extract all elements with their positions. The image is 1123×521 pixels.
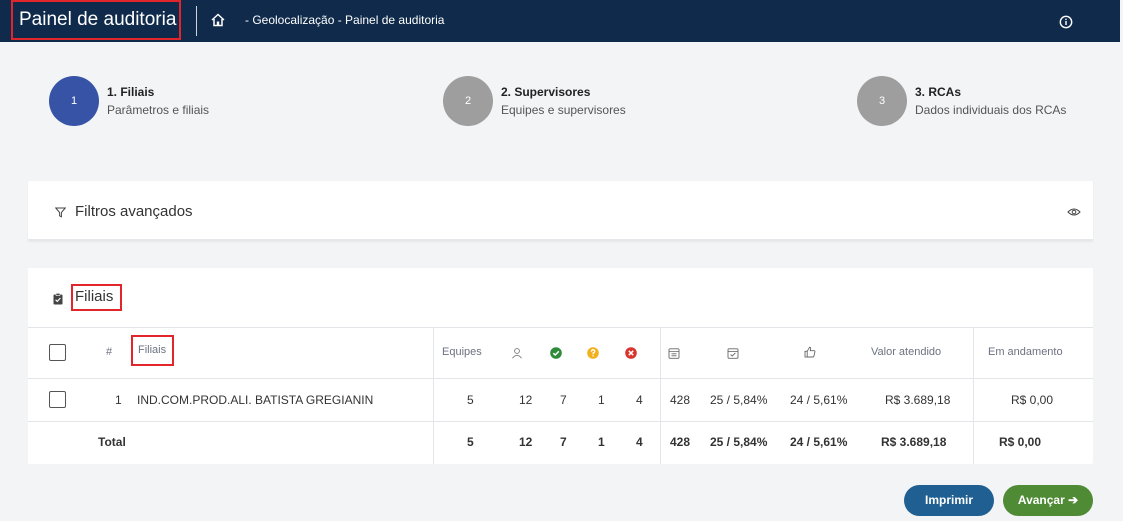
total-error: 4 <box>636 435 643 449</box>
thumbs-up-icon <box>804 346 816 358</box>
calendar-check-value: 25 / 5,84% <box>710 393 768 407</box>
step-number-3: 3 <box>857 76 907 126</box>
filiais-panel: Filiais # Filiais Equipes <box>28 268 1093 464</box>
app-title: Painel de auditoria <box>11 0 181 40</box>
column-header-em-andamento[interactable]: Em andamento <box>988 346 1063 358</box>
em-andamento-value: R$ 0,00 <box>1011 393 1054 407</box>
total-thumbs-up: 24 / 5,61% <box>790 435 848 449</box>
warning-value: 1 <box>598 393 605 407</box>
error-circle-icon <box>625 347 637 359</box>
valor-atendido-value: R$ 3.689,18 <box>885 393 951 407</box>
calendar-value: 428 <box>670 393 691 407</box>
question-circle-icon <box>587 347 599 359</box>
equipes-value: 5 <box>467 393 474 407</box>
calendar-icon <box>668 348 680 359</box>
total-valor-atendido: R$ 3.689,18 <box>881 435 947 449</box>
row-number: 1 <box>115 393 122 407</box>
person-icon <box>512 348 522 359</box>
header-divider <box>196 6 197 36</box>
column-header-number: # <box>106 346 113 358</box>
table-divider <box>28 421 1093 422</box>
check-circle-icon <box>550 347 562 359</box>
total-em-andamento: R$ 0,00 <box>999 435 1042 449</box>
step-title: 1. Filiais <box>107 85 155 99</box>
advanced-filters-panel[interactable]: Filtros avançados <box>28 181 1093 241</box>
table-divider <box>28 327 1093 328</box>
column-divider <box>660 327 661 464</box>
people-value: 12 <box>519 393 533 407</box>
filial-name: IND.COM.PROD.ALI. BATISTA GREGIANIN <box>137 393 374 407</box>
thumbs-up-value: 24 / 5,61% <box>790 393 848 407</box>
total-label: Total <box>98 435 126 449</box>
step-number-1: 1 <box>49 76 99 126</box>
column-header-valor-atendido[interactable]: Valor atendido <box>871 346 942 358</box>
top-bar: Painel de auditoria - Geolocalização - P… <box>0 0 1120 42</box>
total-warning: 1 <box>598 435 605 449</box>
eye-icon[interactable] <box>1067 207 1081 217</box>
total-ok: 7 <box>560 435 567 449</box>
total-equipes: 5 <box>467 435 474 449</box>
step-number-2: 2 <box>443 76 493 126</box>
column-header-equipes[interactable]: Equipes <box>442 346 482 358</box>
select-all-checkbox[interactable] <box>49 344 66 361</box>
step-title: 2. Supervisores <box>501 85 591 99</box>
next-button[interactable]: Avançar ➔ <box>1003 485 1093 516</box>
advanced-filters-label: Filtros avançados <box>75 203 193 220</box>
ok-value: 7 <box>560 393 567 407</box>
step-subtitle: Parâmetros e filiais <box>107 103 210 117</box>
breadcrumb[interactable]: - Geolocalização - Painel de auditoria <box>245 13 445 27</box>
error-value: 4 <box>636 393 643 407</box>
filiais-panel-title: Filiais <box>71 284 122 311</box>
filter-icon <box>55 207 66 218</box>
column-header-filiais[interactable]: Filiais <box>131 335 174 366</box>
table-divider <box>28 378 1093 379</box>
column-divider <box>973 327 974 464</box>
calendar-check-icon <box>727 348 739 359</box>
total-calendar-check: 25 / 5,84% <box>710 435 768 449</box>
clipboard-check-icon <box>53 293 63 305</box>
step-title: 3. RCAs <box>915 85 962 99</box>
print-button[interactable]: Imprimir <box>904 485 994 516</box>
step-subtitle: Equipes e supervisores <box>501 103 626 117</box>
total-calendar: 428 <box>670 435 691 449</box>
home-icon[interactable] <box>210 12 226 28</box>
info-icon[interactable] <box>1059 15 1073 29</box>
row-checkbox[interactable] <box>49 391 66 408</box>
column-divider <box>433 327 434 464</box>
total-people: 12 <box>519 435 533 449</box>
step-subtitle: Dados individuais dos RCAs <box>915 103 1067 117</box>
